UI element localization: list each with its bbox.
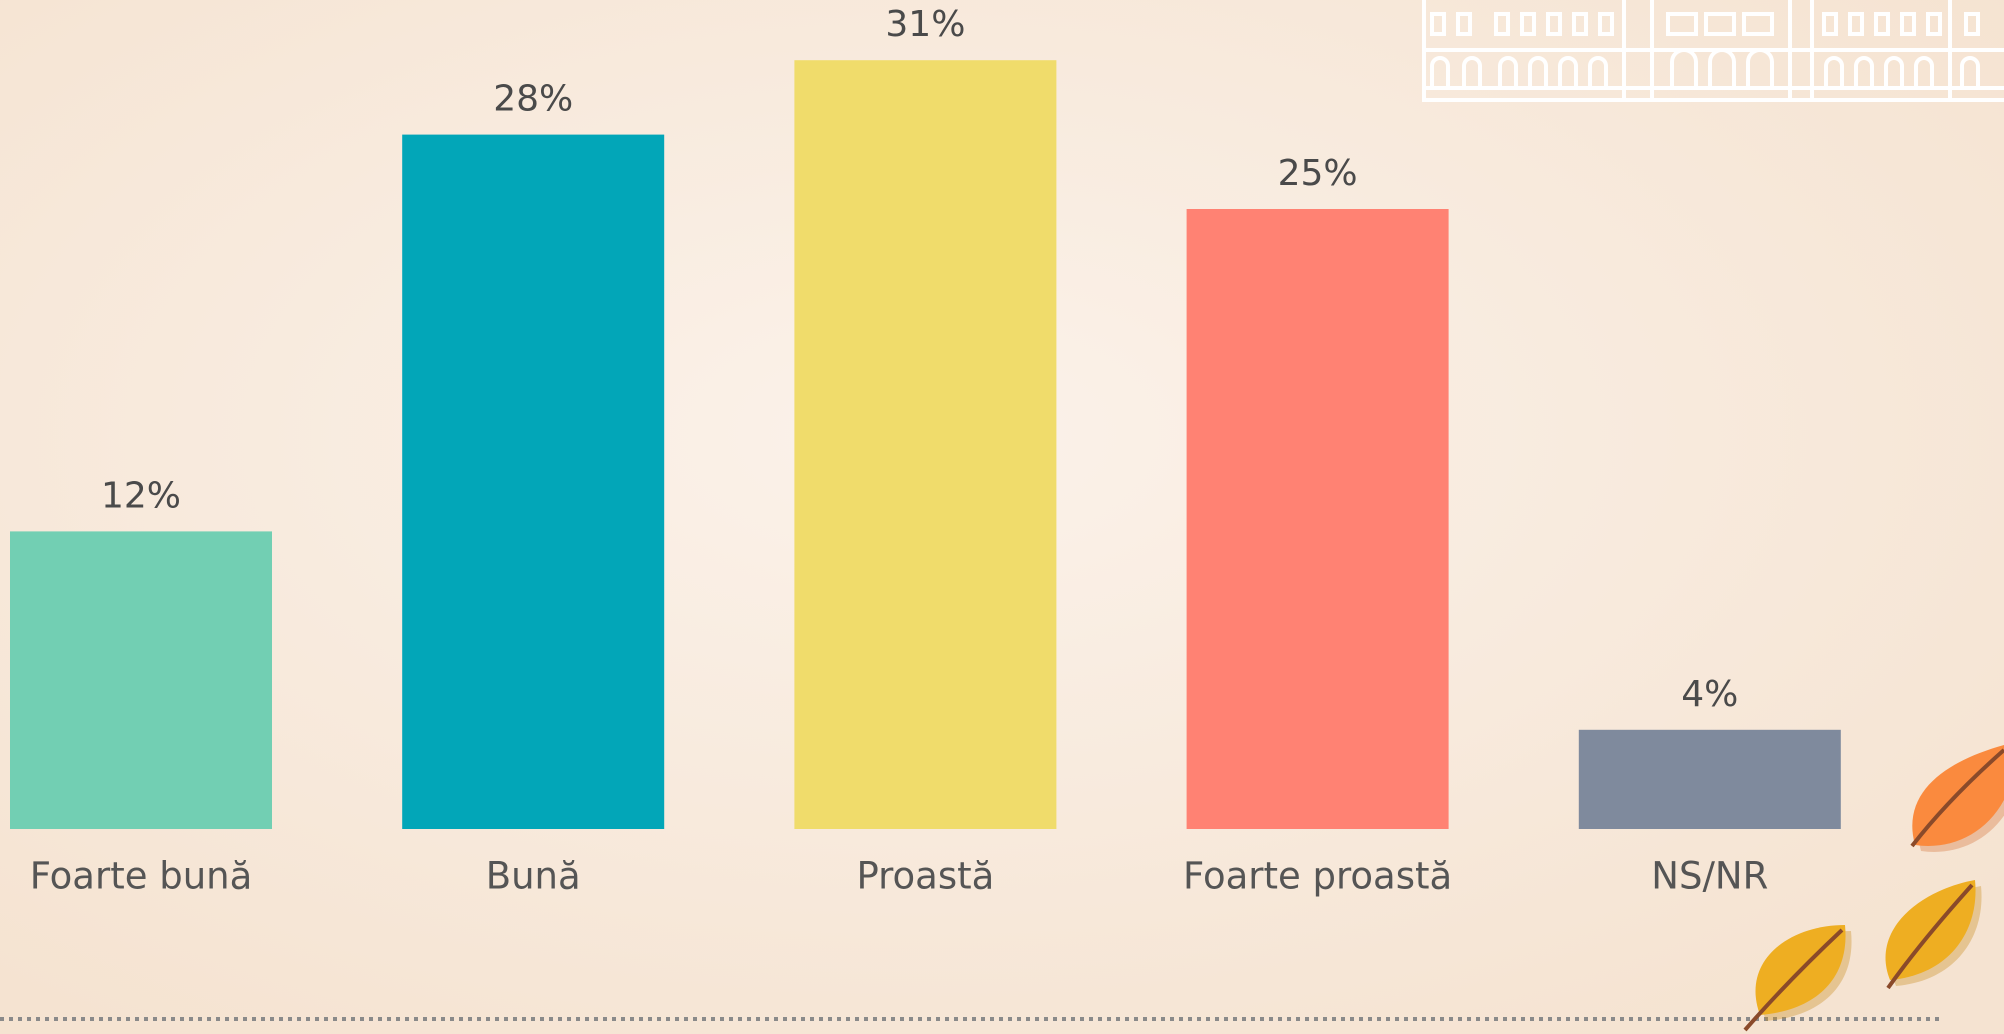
value-label: 12% xyxy=(101,475,181,516)
bar xyxy=(1186,209,1449,829)
bar xyxy=(794,60,1057,829)
category-label: Foarte bună xyxy=(30,855,253,898)
category-label: NS/NR xyxy=(1651,855,1768,898)
bar xyxy=(402,134,665,830)
value-label: 28% xyxy=(493,79,573,120)
leaf-decoration xyxy=(1743,745,2004,1032)
bar xyxy=(10,531,272,829)
building-decoration xyxy=(1422,0,2004,102)
category-label: Foarte proastă xyxy=(1183,855,1452,898)
value-label: 4% xyxy=(1681,674,1738,715)
category-label: Bună xyxy=(486,855,581,898)
category-label: Proastă xyxy=(856,855,994,898)
value-label: 31% xyxy=(885,4,965,45)
bar xyxy=(1578,729,1841,829)
value-label: 25% xyxy=(1278,153,1358,194)
